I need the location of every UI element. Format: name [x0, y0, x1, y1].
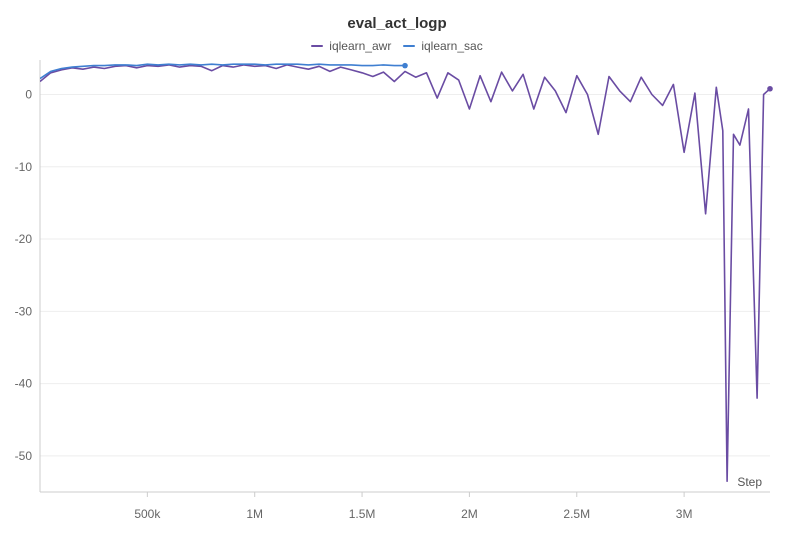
- x-axis-label: Step: [737, 475, 762, 489]
- y-tick-label: -50: [15, 449, 33, 463]
- legend-swatch-sac: [403, 45, 416, 47]
- x-tick-label: 1M: [246, 507, 263, 521]
- series-end-marker-iqlearn_awr: [767, 85, 773, 92]
- series-line-iqlearn_sac: [40, 63, 405, 80]
- y-tick-label: -10: [15, 160, 33, 174]
- legend-item-sac[interactable]: iqlearn_sac: [403, 39, 483, 53]
- series-line-iqlearn_awr: [40, 64, 771, 483]
- legend-item-awr[interactable]: iqlearn_awr: [311, 39, 391, 53]
- y-tick-label: 0: [25, 88, 32, 102]
- y-tick-label: -20: [15, 232, 33, 246]
- x-tick-label: 2.5M: [563, 507, 590, 521]
- legend-label-awr: iqlearn_awr: [329, 39, 392, 53]
- x-tick-label: 1.5M: [349, 507, 376, 521]
- chart-title: eval_act_logp: [347, 15, 447, 32]
- x-tick-label: 500k: [134, 507, 161, 521]
- x-tick-label: 3M: [676, 507, 693, 521]
- legend-swatch-awr: [311, 45, 324, 47]
- x-tick-label: 2M: [461, 507, 478, 521]
- y-tick-label: -30: [15, 304, 33, 318]
- y-tick-label: -40: [15, 377, 33, 391]
- series-end-marker-iqlearn_sac: [402, 62, 408, 69]
- legend-label-sac: iqlearn_sac: [421, 39, 483, 53]
- chart-legend: iqlearn_awr iqlearn_sac: [0, 39, 794, 53]
